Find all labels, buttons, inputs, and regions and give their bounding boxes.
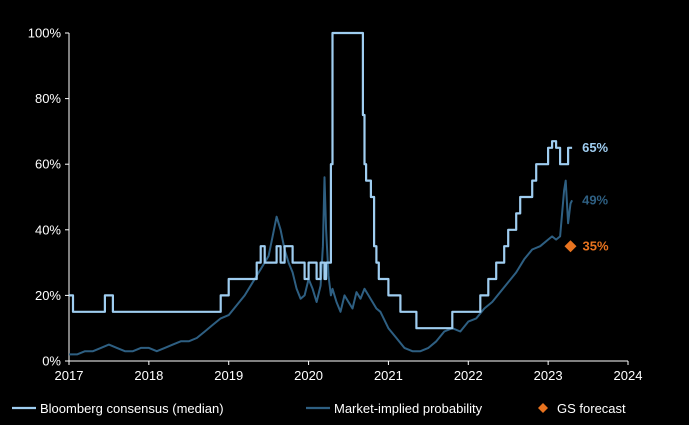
series-layer (69, 31, 577, 356)
legend-label-market: Market-implied probability (334, 401, 483, 416)
end-label-gs: 35% (583, 239, 609, 254)
x-tick-label: 2022 (454, 368, 483, 383)
legend-swatch-gs-diamond (538, 403, 548, 413)
x-tick-label: 2020 (294, 368, 323, 383)
series-line-bloomberg (69, 31, 573, 330)
y-tick-label: 20% (35, 288, 61, 303)
gs-forecast-marker (564, 240, 577, 253)
end-label-market: 49% (582, 192, 608, 207)
x-axis-ticks: 2017 2018 2019 2020 2021 2022 2023 2024 (55, 361, 643, 383)
legend: Bloomberg consensus (median) Market-impl… (12, 401, 626, 416)
end-labels: 65% 49% 35% (582, 140, 609, 254)
y-axis-ticks: 0% 20% 40% 60% 80% 100% (28, 26, 69, 369)
y-tick-label: 0% (42, 354, 61, 369)
y-tick-label: 80% (35, 91, 61, 106)
x-tick-label: 2018 (134, 368, 163, 383)
x-tick-label: 2019 (214, 368, 243, 383)
y-tick-label: 100% (28, 26, 62, 41)
x-tick-label: 2024 (614, 368, 643, 383)
x-tick-label: 2017 (55, 368, 84, 383)
y-tick-label: 40% (35, 222, 61, 237)
x-tick-label: 2023 (534, 368, 563, 383)
y-tick-label: 60% (35, 157, 61, 172)
legend-label-gs: GS forecast (557, 401, 626, 416)
series-line-market (69, 176, 573, 356)
legend-label-bloomberg: Bloomberg consensus (median) (40, 401, 224, 416)
x-tick-label: 2021 (374, 368, 403, 383)
end-label-bloomberg: 65% (582, 140, 608, 155)
